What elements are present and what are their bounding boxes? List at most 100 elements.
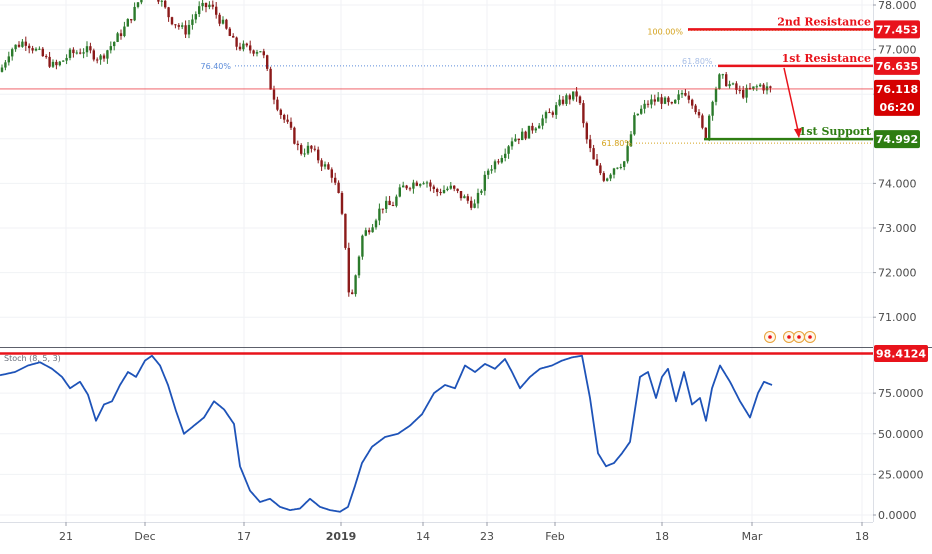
candle-body bbox=[592, 148, 595, 160]
candle-body bbox=[412, 182, 415, 189]
candle-body bbox=[524, 131, 527, 139]
stoch-axis-tick: 75.0000 bbox=[878, 387, 924, 400]
level-price-badge bbox=[874, 56, 920, 75]
candle-body bbox=[17, 44, 21, 47]
candle-body bbox=[755, 86, 758, 88]
candle-body bbox=[449, 185, 452, 189]
candle-body bbox=[293, 127, 296, 144]
candle-body bbox=[364, 230, 367, 236]
level-name: 1st Resistance bbox=[782, 52, 871, 65]
candle-body bbox=[381, 208, 384, 210]
level-name: 1st Support bbox=[799, 125, 872, 138]
candle-body bbox=[306, 145, 310, 154]
candle-body bbox=[497, 161, 500, 163]
candle-body bbox=[347, 247, 350, 293]
candle-body bbox=[541, 118, 544, 126]
candle-body bbox=[663, 97, 667, 104]
candle-body bbox=[616, 167, 619, 169]
candle-body bbox=[235, 37, 238, 47]
candle-body bbox=[160, 0, 163, 2]
candle-body bbox=[517, 138, 520, 141]
candle-body bbox=[670, 102, 673, 104]
candle-body bbox=[408, 188, 412, 190]
fib-label-618-upper: 61.80% bbox=[682, 57, 713, 66]
candle-body bbox=[609, 174, 612, 179]
candle-body bbox=[619, 166, 622, 168]
candle-body bbox=[680, 92, 684, 95]
event-marker-dot bbox=[797, 335, 801, 339]
candle-body bbox=[640, 108, 643, 114]
candle-body bbox=[463, 196, 466, 199]
candle-body bbox=[4, 62, 7, 68]
date-axis-tick: 17 bbox=[237, 530, 251, 543]
candle-body bbox=[476, 192, 480, 204]
date-axis-tick: Feb bbox=[545, 530, 564, 543]
candle-body bbox=[538, 125, 541, 129]
candle-body bbox=[374, 220, 378, 228]
candle-body bbox=[276, 99, 279, 110]
candle-body bbox=[391, 205, 395, 207]
candle-body bbox=[123, 26, 126, 37]
candle-body bbox=[191, 19, 194, 25]
candle-body bbox=[34, 48, 38, 51]
candle-body bbox=[92, 50, 95, 60]
fib-label-618-lower: 61.80% bbox=[601, 139, 632, 148]
candle-body bbox=[653, 99, 656, 102]
event-marker-dot bbox=[808, 335, 812, 339]
candle-body bbox=[378, 208, 381, 221]
date-axis-tick: Mar bbox=[742, 530, 763, 543]
candle-body bbox=[551, 112, 554, 115]
candle-body bbox=[48, 56, 51, 67]
candle-body bbox=[765, 86, 769, 91]
candle-body bbox=[429, 182, 432, 187]
date-axis-tick: 23 bbox=[480, 530, 494, 543]
event-marker-dot bbox=[768, 335, 772, 339]
candle-body bbox=[357, 256, 361, 276]
candle-body bbox=[0, 67, 4, 72]
candle-body bbox=[602, 173, 605, 181]
candle-body bbox=[684, 92, 687, 96]
candle-body bbox=[459, 190, 463, 199]
candle-body bbox=[133, 6, 136, 21]
candle-body bbox=[323, 164, 327, 167]
candle-body bbox=[561, 99, 565, 104]
candle-body bbox=[473, 203, 476, 208]
candle-body bbox=[691, 99, 694, 106]
candle-body bbox=[252, 50, 255, 54]
candle-body bbox=[745, 87, 748, 98]
candle-body bbox=[514, 138, 517, 142]
price-axis-tick: 71.000 bbox=[878, 311, 917, 324]
stoch-axis-tick: 25.0000 bbox=[878, 468, 924, 481]
candle-body bbox=[99, 55, 102, 60]
candle-body bbox=[283, 114, 286, 120]
candle-body bbox=[612, 168, 616, 175]
candle-body bbox=[242, 43, 245, 50]
candle-body bbox=[711, 101, 714, 116]
candle-body bbox=[28, 45, 31, 49]
candle-body bbox=[194, 14, 197, 20]
candle-body bbox=[51, 61, 55, 67]
candle-body bbox=[687, 95, 690, 100]
candle-body bbox=[585, 123, 588, 140]
candle-body bbox=[344, 213, 347, 248]
candle-body bbox=[259, 51, 262, 53]
candle-body bbox=[589, 139, 592, 149]
candle-body bbox=[317, 149, 320, 161]
candle-body bbox=[72, 49, 75, 54]
candle-body bbox=[65, 57, 68, 61]
candle-body bbox=[667, 97, 670, 103]
stoch-axis-tick: 0.0000 bbox=[878, 509, 917, 522]
candle-body bbox=[279, 109, 282, 115]
candle-body bbox=[425, 182, 429, 184]
candle-body bbox=[650, 99, 653, 105]
candle-body bbox=[351, 292, 354, 295]
candle-body bbox=[41, 48, 44, 57]
candle-body bbox=[11, 49, 14, 57]
candle-body bbox=[368, 230, 371, 233]
date-axis-tick: 2019 bbox=[326, 530, 357, 543]
candle-body bbox=[96, 59, 99, 61]
candle-body bbox=[272, 89, 276, 100]
candle-body bbox=[215, 6, 218, 15]
